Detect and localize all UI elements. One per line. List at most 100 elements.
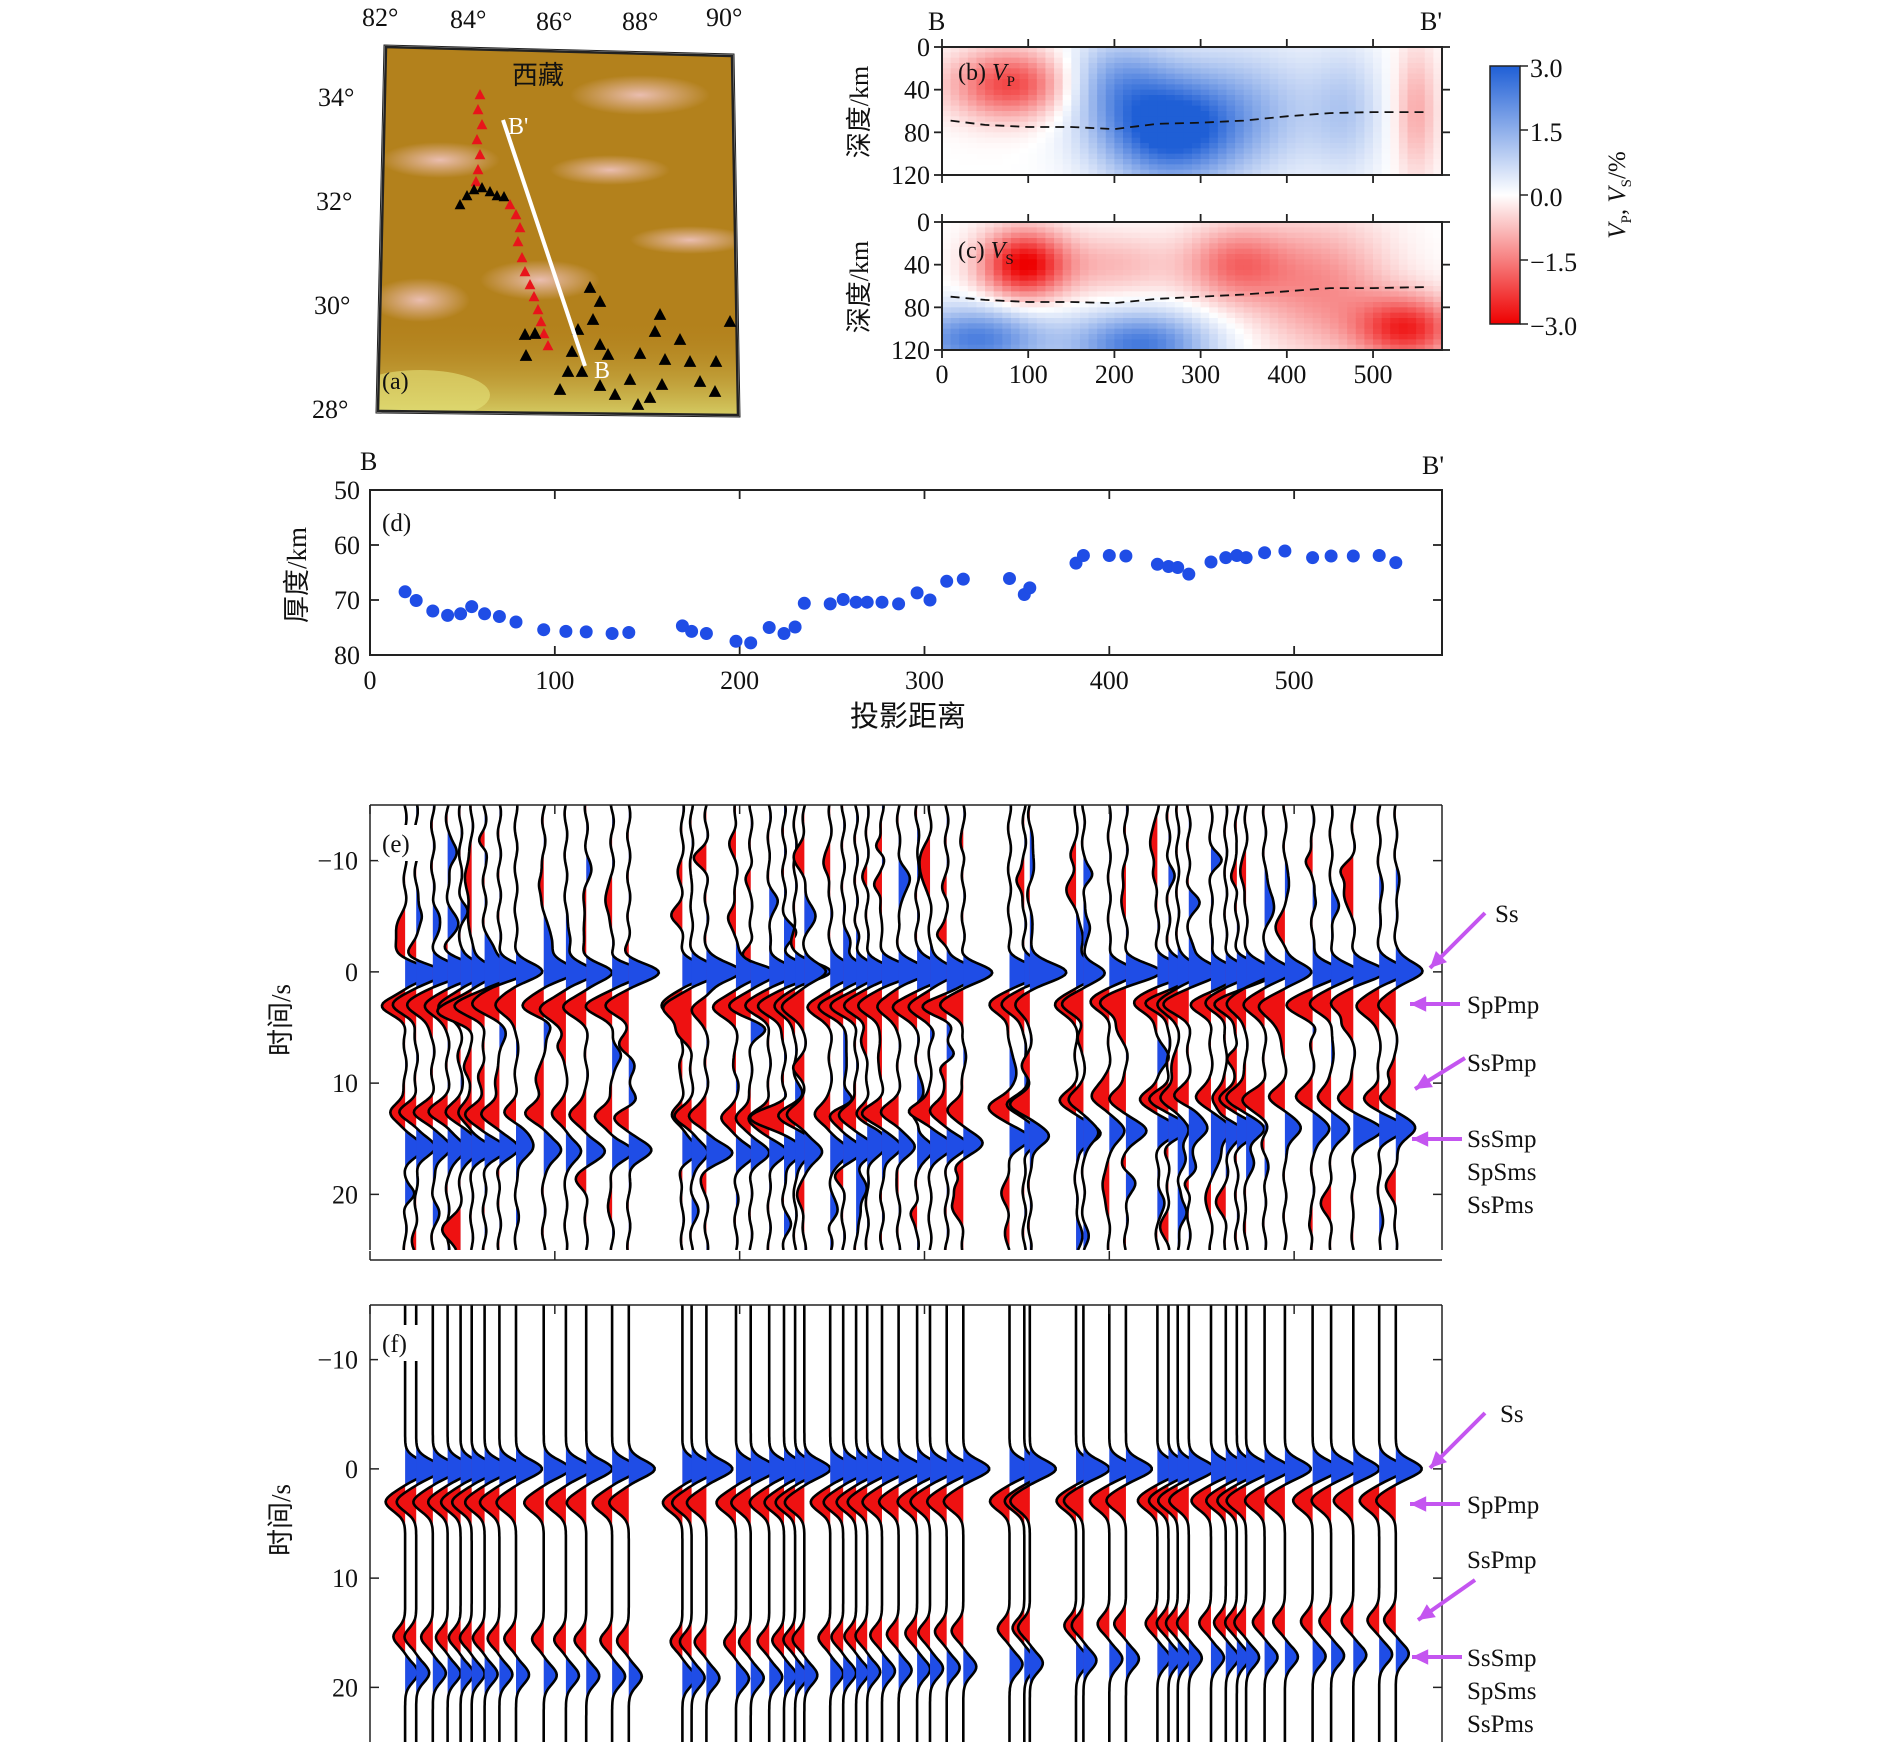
velocity-cell <box>1416 137 1426 144</box>
velocity-cell <box>985 148 995 155</box>
velocity-cell <box>1424 344 1434 350</box>
velocity-cell <box>1407 100 1417 107</box>
velocity-cell <box>1329 334 1340 340</box>
velocity-cell <box>1123 227 1133 234</box>
velocity-cell <box>1226 143 1236 149</box>
velocity-cell <box>1390 159 1400 165</box>
velocity-cell <box>1217 296 1228 303</box>
velocity-cell <box>1433 222 1442 228</box>
velocity-cell <box>1131 307 1141 314</box>
velocity-cell <box>1019 111 1029 117</box>
velocity-cell <box>1097 264 1107 271</box>
velocity-cell <box>1019 121 1029 128</box>
velocity-cell <box>1157 63 1167 69</box>
velocity-cell <box>1278 227 1288 234</box>
velocity-cell <box>1062 132 1072 139</box>
velocity-cell <box>1054 164 1064 171</box>
velocity-cell <box>1131 73 1141 80</box>
seismic-trace <box>1332 1305 1381 1742</box>
velocity-cell <box>1097 111 1107 117</box>
seismic-trace <box>809 1305 858 1742</box>
velocity-cell <box>1114 79 1124 85</box>
velocity-cell <box>1243 95 1253 101</box>
velocity-cell <box>1416 68 1426 75</box>
negative-fill <box>496 1305 517 1742</box>
negative-fill <box>1310 805 1332 1250</box>
velocity-cell <box>967 95 978 101</box>
velocity-cell <box>1338 68 1348 75</box>
velocity-cell <box>1010 132 1021 139</box>
seismic-trace <box>806 805 861 1250</box>
velocity-cell <box>1235 84 1245 91</box>
velocity-cell <box>942 264 952 271</box>
velocity-cell <box>1235 339 1245 346</box>
positive-fill <box>1312 1305 1339 1742</box>
velocity-cell <box>1373 73 1383 80</box>
velocity-cell <box>1355 344 1366 350</box>
velocity-cell <box>1398 270 1409 276</box>
velocity-cell <box>1200 95 1210 101</box>
velocity-cell <box>1390 95 1400 101</box>
velocity-cell <box>1260 232 1271 239</box>
velocity-cell <box>967 169 978 175</box>
seismic-trace <box>662 805 724 1250</box>
velocity-cell <box>1148 169 1159 175</box>
thickness-ylabel: 厚度/km <box>282 527 312 623</box>
velocity-cell <box>1002 339 1012 346</box>
velocity-cell <box>1200 339 1210 346</box>
velocity-cell <box>993 100 1003 107</box>
velocity-cell <box>1174 280 1184 287</box>
velocity-cell <box>1295 264 1305 271</box>
velocity-cell <box>1148 57 1159 64</box>
velocity-cell <box>1097 259 1107 266</box>
velocity-cell <box>1097 227 1107 234</box>
velocity-cell <box>1200 280 1210 287</box>
velocity-cell <box>959 127 969 133</box>
velocity-cell <box>1321 339 1331 346</box>
velocity-cell <box>1071 127 1081 133</box>
x-tick-label: 300 <box>905 666 944 695</box>
velocity-cell <box>1209 121 1219 128</box>
station-triangle <box>593 338 607 350</box>
velocity-cell <box>1286 95 1297 101</box>
velocity-cell <box>1373 137 1383 144</box>
velocity-cell <box>1097 339 1107 346</box>
velocity-cell <box>1243 328 1253 335</box>
velocity-cell <box>1364 169 1374 175</box>
negative-fill <box>897 1305 918 1742</box>
velocity-cell <box>1295 143 1305 149</box>
velocity-cell <box>1200 222 1210 228</box>
velocity-cell <box>1269 105 1279 112</box>
velocity-cell <box>1010 143 1021 149</box>
map-frame <box>376 45 740 417</box>
velocity-cell <box>1278 344 1288 350</box>
velocity-cell <box>1321 302 1331 308</box>
velocity-cell <box>1097 132 1107 139</box>
velocity-cell <box>1183 302 1193 308</box>
velocity-cell <box>1260 143 1271 149</box>
velocity-cell <box>1140 254 1150 260</box>
negative-fill <box>480 1305 500 1742</box>
thickness-point <box>1150 557 1164 571</box>
velocity-cell <box>1424 148 1434 155</box>
velocity-cell <box>1373 334 1383 340</box>
velocity-cell <box>1347 296 1357 303</box>
y-tick-label: 80 <box>904 118 930 147</box>
velocity-cell <box>1079 169 1090 175</box>
velocity-cell <box>1398 148 1409 155</box>
velocity-cell <box>1252 100 1262 107</box>
velocity-cell <box>1010 95 1021 101</box>
velocity-cell <box>1028 63 1038 69</box>
velocity-cell <box>1312 334 1322 340</box>
velocity-cell <box>1192 148 1202 155</box>
velocity-cell <box>1226 264 1236 271</box>
velocity-cell <box>1054 143 1064 149</box>
phase-label-sssmp-f: SsSmp <box>1467 1645 1536 1672</box>
seismic-trace <box>988 1305 1037 1742</box>
velocity-cell <box>1148 89 1159 96</box>
velocity-cell <box>1131 254 1141 260</box>
velocity-cell <box>1123 164 1133 171</box>
seismic-trace <box>437 805 491 1250</box>
seismic-trace <box>1055 1305 1104 1742</box>
velocity-cell <box>1166 47 1176 53</box>
